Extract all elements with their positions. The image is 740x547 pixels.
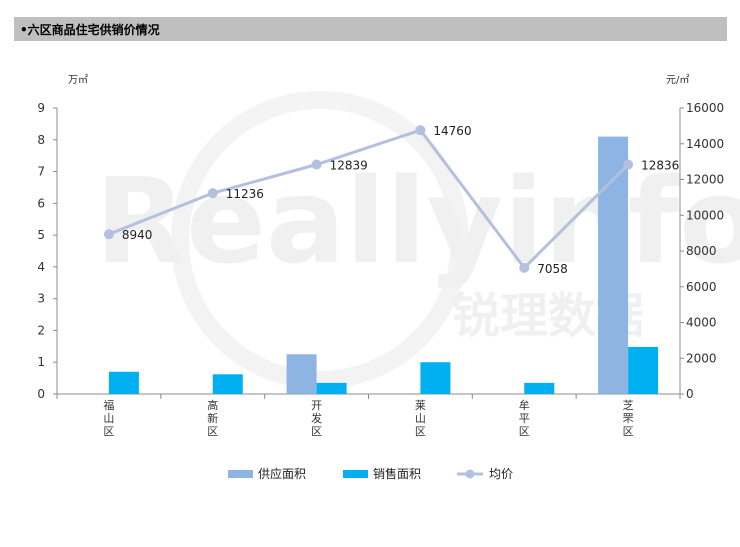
sales-bar	[628, 346, 659, 394]
category-char: 区	[415, 425, 426, 438]
category-label: 福山区	[103, 398, 114, 438]
left-tick-label: 2	[37, 323, 45, 337]
category-label: 芝罘区	[623, 399, 634, 438]
right-tick-label: 2000	[686, 351, 717, 365]
left-tick-label: 5	[37, 228, 45, 242]
category-char: 区	[311, 425, 322, 438]
price-data-label: 12836	[641, 159, 679, 173]
price-point	[519, 262, 530, 273]
legend-label-supply: 供应面积	[258, 466, 306, 481]
category-char: 区	[519, 425, 530, 438]
price-line: 8940 11236 12839 14760 7058 12836	[103, 124, 679, 276]
legend-marker-price	[465, 469, 475, 479]
category-char: 罘	[623, 412, 634, 425]
category-char: 区	[207, 425, 218, 438]
category-char: 牟	[519, 398, 530, 412]
price-data-label: 14760	[433, 124, 471, 138]
category-char: 区	[103, 425, 114, 438]
left-tick-label: 1	[37, 355, 45, 369]
supply-bar	[598, 136, 629, 394]
watermark: Reallyinfo 锐理数据	[95, 91, 740, 389]
sales-bar	[420, 362, 451, 394]
right-tick-label: 0	[686, 387, 694, 401]
left-tick-label: 0	[37, 387, 45, 401]
category-char: 莱	[415, 399, 426, 412]
watermark-ring	[171, 91, 469, 389]
right-axis-unit: 元/㎡	[666, 74, 689, 86]
price-data-label: 7058	[537, 262, 568, 276]
left-axis-unit: 万㎡	[68, 74, 88, 86]
right-tick-label: 16000	[686, 101, 724, 115]
price-polyline	[108, 128, 630, 271]
right-tick-label: 14000	[686, 137, 724, 151]
legend: 供应面积 销售面积 均价	[228, 466, 513, 481]
price-point	[103, 229, 114, 240]
legend-label-sales: 销售面积	[373, 466, 421, 481]
supply-bar	[286, 354, 317, 394]
right-tick-label: 8000	[686, 244, 717, 258]
category-char: 山	[103, 412, 114, 425]
price-data-label: 8940	[122, 228, 153, 242]
right-tick-label: 10000	[686, 208, 724, 222]
category-char: 福	[103, 398, 114, 412]
left-tick-label: 9	[37, 101, 45, 115]
page-title: •六区商品住宅供销价情况	[20, 23, 160, 37]
category-char: 芝	[623, 399, 634, 412]
left-tick-label: 7	[37, 165, 45, 179]
right-tick-label: 4000	[686, 316, 717, 330]
left-tick-label: 3	[37, 292, 45, 306]
category-char: 区	[623, 425, 634, 438]
category-label: 莱山区	[415, 399, 426, 438]
category-char: 平	[519, 412, 530, 425]
sales-bar	[524, 382, 555, 394]
price-data-label: 11236	[226, 187, 264, 201]
category-label: 高新区	[207, 398, 218, 438]
legend-label-price: 均价	[489, 467, 513, 481]
price-point	[415, 125, 426, 136]
legend-swatch-sales	[343, 470, 368, 478]
price-point	[207, 188, 218, 199]
sales-bar	[212, 374, 243, 394]
price-point	[623, 159, 634, 170]
category-char: 山	[415, 412, 426, 425]
axes: 0 1 2 3 4 5 6 7 8 9 0 2000 4000 6000 8000 10000 12000 140…	[37, 101, 724, 401]
right-tick-label: 6000	[686, 280, 717, 294]
sales-bar	[316, 382, 347, 394]
left-tick-label: 6	[37, 196, 45, 210]
category-label: 牟平区	[519, 398, 530, 438]
price-data-label: 12839	[330, 159, 368, 173]
watermark-brand: Reallyinfo	[95, 152, 740, 290]
right-tick-label: 12000	[686, 173, 724, 187]
category-label: 开发区	[311, 399, 322, 438]
price-point	[311, 159, 322, 170]
header-bar: •六区商品住宅供销价情况	[14, 17, 727, 41]
category-char: 开	[311, 399, 322, 412]
left-tick-label: 8	[37, 133, 45, 147]
category-char: 高	[207, 398, 218, 412]
category-char: 发	[311, 411, 322, 425]
sales-bar	[108, 371, 139, 394]
legend-swatch-supply	[228, 470, 253, 478]
left-tick-label: 4	[37, 260, 45, 274]
category-char: 新	[207, 411, 218, 425]
